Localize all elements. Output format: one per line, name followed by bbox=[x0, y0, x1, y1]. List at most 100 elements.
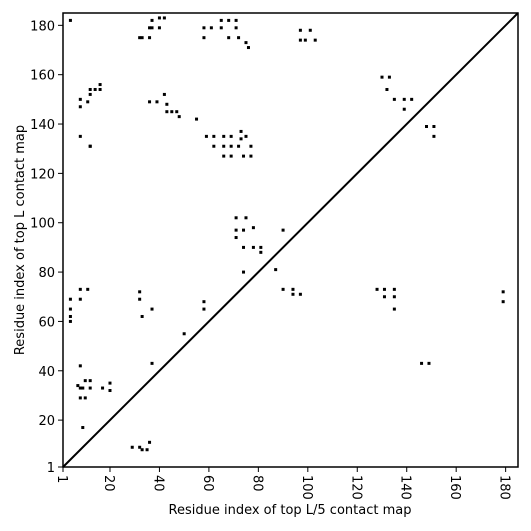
contact bbox=[242, 228, 246, 232]
contact bbox=[410, 97, 414, 101]
contact bbox=[298, 28, 302, 32]
contact bbox=[68, 314, 72, 318]
contact bbox=[68, 319, 72, 323]
contact bbox=[170, 110, 174, 114]
contact bbox=[392, 97, 396, 101]
x-tick-label: 120 bbox=[348, 475, 363, 500]
contact bbox=[108, 381, 112, 385]
contact bbox=[234, 216, 238, 220]
x-tick-label: 80 bbox=[249, 475, 264, 492]
contact bbox=[244, 216, 248, 220]
contact bbox=[420, 361, 424, 365]
contact bbox=[138, 445, 142, 449]
x-tick-label: 180 bbox=[497, 475, 512, 500]
contact bbox=[177, 115, 181, 119]
contact bbox=[88, 92, 92, 96]
contact bbox=[303, 38, 307, 42]
contact bbox=[244, 134, 248, 138]
contact bbox=[165, 102, 169, 106]
contact bbox=[425, 125, 429, 128]
contact bbox=[162, 92, 166, 96]
contact bbox=[234, 18, 238, 22]
contact bbox=[86, 287, 90, 291]
y-tick-label: 120 bbox=[30, 167, 55, 182]
contact bbox=[242, 270, 246, 274]
contact bbox=[432, 125, 436, 128]
contact bbox=[78, 396, 82, 400]
y-tick-label: 100 bbox=[30, 217, 55, 232]
contact bbox=[98, 87, 102, 91]
contact bbox=[88, 144, 92, 148]
x-tick-label: 40 bbox=[150, 475, 165, 492]
y-tick-label: 160 bbox=[30, 69, 55, 84]
y-tick-label: 20 bbox=[38, 414, 55, 429]
contact bbox=[219, 18, 223, 22]
contact bbox=[229, 154, 233, 158]
contact bbox=[281, 228, 285, 232]
contact bbox=[242, 245, 246, 249]
contact bbox=[68, 297, 72, 301]
contact bbox=[165, 110, 169, 114]
contact bbox=[249, 154, 253, 158]
contact bbox=[78, 386, 82, 390]
contact bbox=[392, 295, 396, 299]
y-tick-label: 60 bbox=[38, 315, 55, 330]
contact bbox=[155, 100, 159, 104]
x-tick-label: 160 bbox=[447, 475, 462, 500]
contact bbox=[501, 290, 505, 294]
contact bbox=[244, 41, 248, 45]
contact bbox=[222, 144, 226, 148]
contact bbox=[78, 287, 82, 291]
contact bbox=[234, 236, 238, 240]
contact bbox=[313, 38, 317, 42]
contact bbox=[175, 110, 179, 114]
contact bbox=[249, 144, 253, 148]
x-tick-label: 60 bbox=[200, 475, 215, 492]
contact bbox=[259, 250, 263, 254]
x-tick-label: 100 bbox=[299, 475, 314, 500]
contact bbox=[222, 134, 226, 138]
contact bbox=[86, 100, 90, 104]
contact bbox=[382, 295, 386, 299]
contact bbox=[130, 445, 134, 449]
contact bbox=[140, 314, 144, 318]
contact bbox=[234, 26, 238, 30]
contact bbox=[88, 379, 92, 383]
contact bbox=[202, 36, 206, 40]
contact bbox=[380, 75, 384, 79]
contact bbox=[93, 87, 97, 91]
contact bbox=[219, 26, 223, 30]
contact bbox=[274, 268, 278, 272]
contact bbox=[148, 26, 152, 30]
contact bbox=[195, 117, 199, 121]
contact bbox=[204, 134, 208, 138]
diagonal bbox=[62, 12, 519, 468]
contact bbox=[251, 245, 255, 249]
contact bbox=[83, 379, 87, 383]
contact bbox=[237, 36, 241, 40]
contact bbox=[157, 16, 161, 20]
contact bbox=[202, 26, 206, 30]
x-axis-label: Residue index of top L/5 contact map bbox=[169, 503, 412, 518]
contact bbox=[182, 332, 186, 336]
contact bbox=[148, 440, 152, 444]
y-tick-label: 180 bbox=[30, 19, 55, 34]
contact bbox=[392, 307, 396, 311]
contact bbox=[212, 134, 216, 138]
contact bbox=[150, 26, 154, 30]
contact bbox=[385, 87, 389, 91]
contact bbox=[251, 226, 255, 230]
contact bbox=[392, 287, 396, 291]
contact bbox=[162, 16, 166, 20]
contact bbox=[229, 144, 233, 148]
contact bbox=[234, 228, 238, 232]
contact bbox=[402, 107, 406, 111]
contact bbox=[259, 245, 263, 249]
contact bbox=[78, 105, 82, 109]
contact bbox=[239, 129, 243, 133]
contact bbox=[78, 297, 82, 301]
contact bbox=[202, 307, 206, 311]
contact bbox=[227, 18, 231, 22]
contact bbox=[138, 290, 142, 294]
